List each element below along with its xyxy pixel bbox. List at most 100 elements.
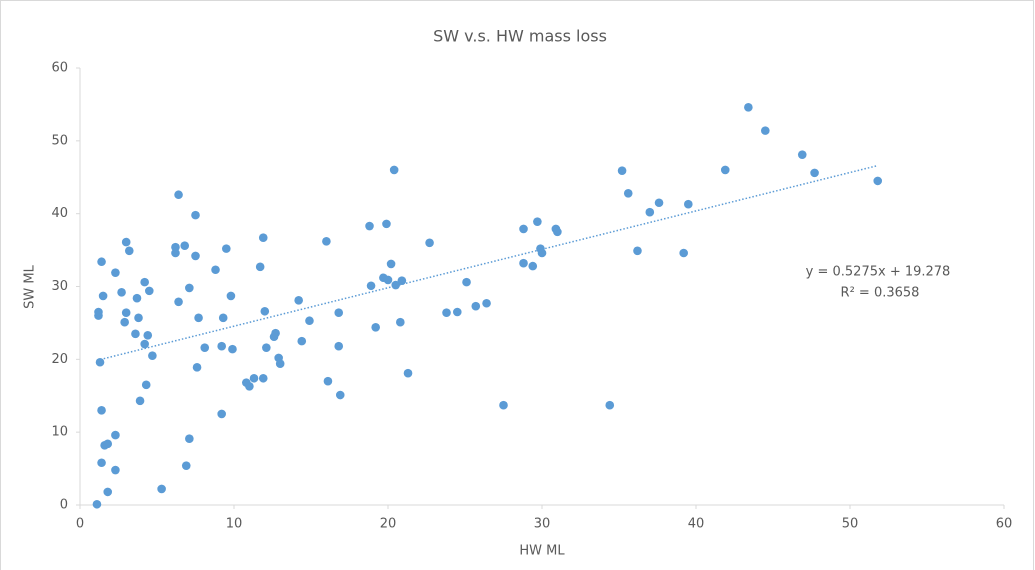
point [720,165,730,175]
point [323,376,333,386]
point [744,103,753,112]
point [471,301,481,311]
point [192,363,202,372]
point [140,277,149,287]
point [148,351,157,360]
point [111,430,120,440]
point [371,322,380,332]
point [97,406,106,415]
point [124,246,134,256]
point [334,308,344,318]
point [482,298,491,308]
point [396,317,405,327]
point [249,373,259,383]
point [271,328,280,338]
point [141,380,151,390]
y-tick-label: 60 [51,61,68,76]
point [111,465,120,475]
point [135,396,145,406]
y-axis-label: SW ML [23,264,38,308]
point [92,499,102,509]
point [403,368,413,378]
point [97,257,106,267]
point [386,259,396,269]
point [297,336,307,346]
point [623,188,633,198]
point [797,150,807,159]
point [275,359,285,369]
point [218,313,228,323]
point [533,217,542,226]
x-tick-label: 0 [76,517,84,532]
point [873,176,883,186]
point [260,306,270,316]
point [143,330,153,340]
chart-title: SW v.s. HW mass loss [433,27,607,46]
point [335,390,345,400]
point [528,261,538,271]
point [654,198,664,208]
point [132,293,142,303]
y-tick-label: 50 [51,133,68,148]
point [397,276,407,285]
point [131,329,140,339]
point [140,339,149,349]
x-tick-label: 50 [842,517,859,532]
point [499,400,508,410]
point [617,166,627,175]
point [425,238,434,248]
point [94,307,103,317]
point [103,439,113,449]
point [185,434,194,444]
point [255,262,265,272]
trend-r-squared: R² = 0.3658 [841,286,920,301]
point [157,484,166,494]
point [519,258,528,268]
point [553,227,562,237]
point [217,341,226,351]
point [294,296,303,305]
point [305,316,314,326]
point [180,241,190,251]
point [605,400,615,410]
point [98,291,108,301]
point [365,221,374,231]
point [191,251,200,261]
point [366,281,376,291]
point [194,313,203,323]
point [442,308,451,318]
point [145,286,154,296]
point [761,126,770,135]
point [389,165,399,175]
point [258,233,268,243]
y-tick-label: 10 [51,425,68,440]
point [262,343,271,352]
point [174,190,183,200]
point [117,288,126,297]
point [245,381,254,391]
point [111,268,120,277]
point [228,344,237,354]
point [185,283,194,293]
point [191,210,200,220]
point [537,248,547,258]
point [217,409,226,419]
point [95,357,105,367]
point [103,487,113,497]
y-tick-label: 40 [51,206,68,221]
point [334,341,344,351]
trendline [96,164,878,362]
y-tick-label: 20 [51,352,68,367]
y-tick-label: 0 [60,498,68,513]
point [222,244,231,253]
point [134,313,143,323]
point [391,280,401,290]
point [519,224,528,234]
point [684,199,693,209]
point [121,308,131,318]
point [181,461,191,470]
point [120,317,129,327]
point [383,275,393,285]
